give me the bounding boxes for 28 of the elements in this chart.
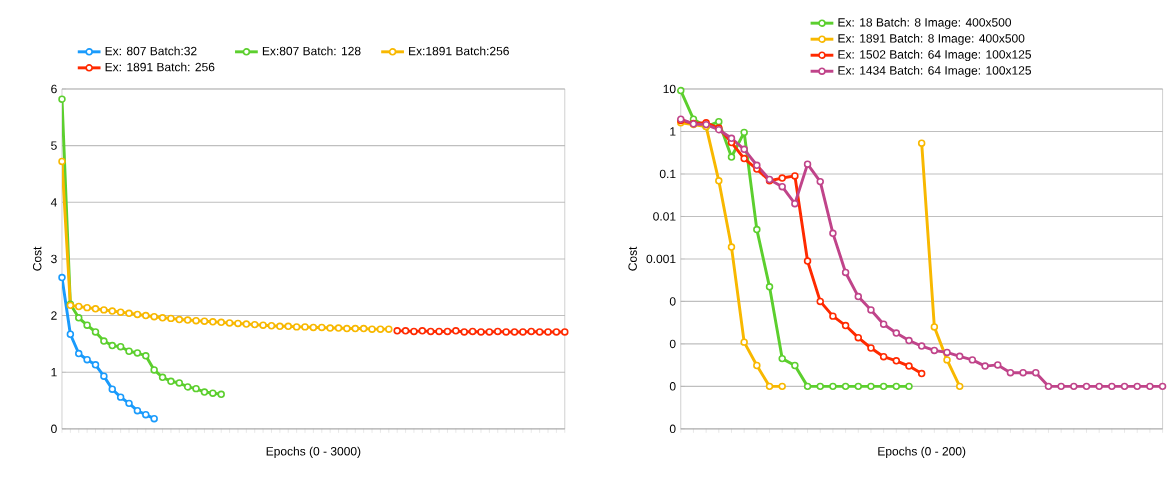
y-axis-title: Cost bbox=[32, 246, 42, 271]
y-tick-label: 0 bbox=[669, 382, 676, 391]
legend-label: Ex: 1502 Batch: 64 Image: 100x125 bbox=[838, 49, 1032, 62]
y-tick-label: 0.001 bbox=[646, 254, 676, 264]
y-tick-label: 0 bbox=[669, 297, 676, 306]
y-tick-label: 1 bbox=[670, 127, 676, 136]
y-tick-label: 3 bbox=[51, 254, 57, 264]
legend-label: Ex:1891 Batch:256 bbox=[409, 46, 509, 56]
y-tick-label: 0 bbox=[669, 424, 676, 434]
y-tick-label: 2 bbox=[51, 311, 57, 320]
legend-label: Ex: 1891 Batch: 8 Image: 400x500 bbox=[838, 33, 1025, 46]
x-axis-title: Epochs (0 - 3000) bbox=[266, 446, 361, 458]
y-tick-label: 5 bbox=[51, 141, 57, 150]
legend-label: Ex: 18 Batch: 8 Image: 400x500 bbox=[838, 17, 1012, 30]
legend-label: Ex: 1891 Batch: 256 bbox=[105, 62, 215, 72]
y-tick-label: 6 bbox=[51, 84, 57, 94]
legend-label: Ex: 807 Batch:32 bbox=[105, 46, 197, 56]
y-tick-label: 0 bbox=[669, 339, 676, 349]
legend-label: Ex: 1434 Batch: 64 Image: 100x125 bbox=[838, 65, 1032, 78]
y-tick-label: 10 bbox=[663, 84, 676, 94]
y-tick-label: 0 bbox=[51, 424, 57, 434]
y-tick-label: 4 bbox=[50, 198, 57, 207]
y-tick-label: 1 bbox=[51, 368, 57, 377]
y-tick-label: 0.1 bbox=[659, 169, 676, 179]
y-axis-title: Cost bbox=[628, 246, 637, 271]
legend-label: Ex:807 Batch: 128 bbox=[262, 46, 361, 56]
x-axis-title: Epochs (0 - 200) bbox=[878, 446, 966, 458]
y-tick-label: 0.01 bbox=[653, 212, 676, 221]
